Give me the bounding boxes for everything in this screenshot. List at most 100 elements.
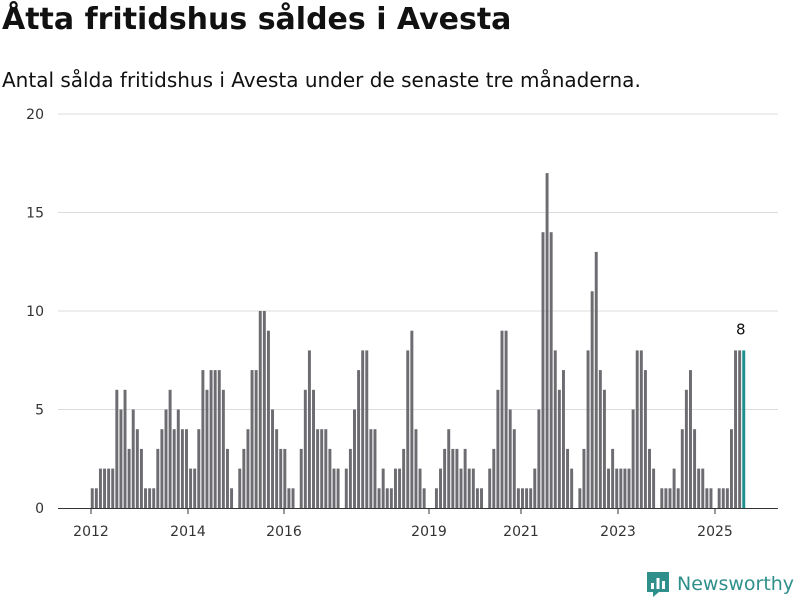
bar: [98, 468, 102, 508]
bar: [561, 370, 565, 508]
bar: [643, 370, 647, 508]
bar: [422, 488, 426, 508]
bar: [598, 370, 602, 508]
bar: [684, 389, 688, 508]
bar: [521, 488, 524, 508]
bar: [652, 468, 656, 508]
bar: [689, 370, 692, 508]
bar: [180, 429, 184, 508]
bar: [611, 448, 615, 508]
bar: [312, 389, 315, 508]
x-tick-label: 2014: [170, 524, 206, 540]
bar: [717, 488, 721, 508]
bar: [242, 448, 246, 508]
bar: [529, 488, 533, 508]
bar: [373, 429, 377, 508]
gridlines: [58, 113, 778, 410]
bar: [570, 468, 574, 508]
bar: [672, 468, 676, 508]
bar: [439, 468, 443, 508]
newsworthy-logo-text: Newsworthy: [677, 573, 795, 595]
bar: [303, 389, 307, 508]
chart-subtitle: Antal sålda fritidshus i Avesta under de…: [2, 68, 641, 92]
bar: [271, 409, 275, 508]
bar: [738, 350, 742, 508]
bar: [463, 448, 467, 508]
bar: [537, 409, 541, 508]
bar: [361, 350, 365, 508]
bar: [336, 468, 340, 508]
axes: [58, 508, 778, 514]
bar: [320, 429, 324, 508]
bar: [307, 350, 311, 508]
bar: [262, 311, 266, 508]
bar: [557, 389, 561, 508]
bar: [287, 488, 291, 508]
bar: [209, 370, 213, 508]
bar: [213, 370, 217, 508]
bar: [545, 173, 549, 508]
bar: [709, 488, 713, 508]
bar: [299, 448, 303, 508]
bar: [516, 488, 520, 508]
bar: [168, 389, 172, 508]
bar: [639, 350, 643, 508]
bar: [533, 468, 537, 508]
bar: [152, 488, 156, 508]
bar: [357, 370, 361, 508]
y-tick-label: 15: [26, 206, 44, 222]
bar: [492, 448, 496, 508]
bar: [541, 232, 545, 508]
bar: [443, 448, 447, 508]
bar-latest: [742, 350, 746, 508]
bar: [566, 448, 570, 508]
bar: [217, 370, 221, 508]
bar: [119, 409, 123, 508]
bar: [418, 468, 422, 508]
bar: [504, 330, 508, 508]
bar: [201, 370, 205, 508]
bar: [328, 448, 332, 508]
chart-title: Åtta fritidshus såldes i Avesta: [2, 2, 512, 37]
bar: [107, 468, 111, 508]
bar: [348, 448, 352, 508]
bar: [189, 468, 193, 508]
bar: [139, 448, 143, 508]
bar: [316, 429, 320, 508]
bar: [332, 468, 336, 508]
y-tick-label: 5: [35, 403, 44, 419]
bar: [676, 488, 680, 508]
bar: [258, 311, 262, 508]
bar: [496, 389, 500, 508]
bar: [705, 488, 709, 508]
bar: [127, 448, 131, 508]
bar: [225, 448, 229, 508]
bar: [586, 350, 590, 508]
bar: [525, 488, 529, 508]
bar: [406, 350, 410, 508]
bar: [553, 350, 557, 508]
bar: [467, 468, 471, 508]
bar: [246, 429, 250, 508]
bar: [648, 448, 651, 508]
bar: [172, 429, 176, 508]
bar: [480, 488, 483, 508]
bar: [402, 448, 406, 508]
bar: [369, 429, 373, 508]
bar: [381, 468, 385, 508]
bar: [459, 468, 463, 508]
bar: [365, 350, 369, 508]
bar: [734, 350, 738, 508]
bar: [512, 429, 516, 508]
bar: [602, 389, 606, 508]
bar: [115, 389, 119, 508]
bar: [578, 488, 582, 508]
bar: [549, 232, 553, 508]
bar: [103, 468, 107, 508]
bar: [668, 488, 672, 508]
bar: [193, 468, 197, 508]
bar: [291, 488, 295, 508]
bar: [500, 330, 504, 508]
bar: [197, 429, 201, 508]
bar: [447, 429, 451, 508]
